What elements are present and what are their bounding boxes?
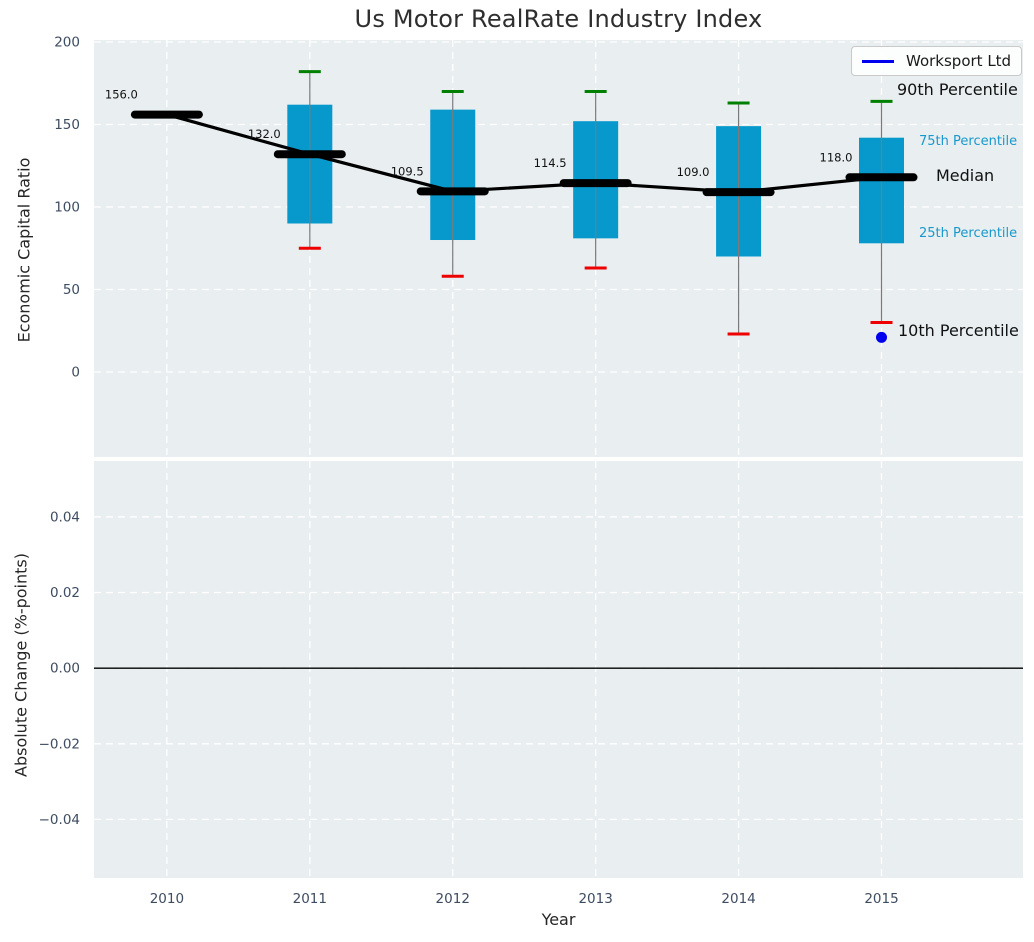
xtick-label: 2011 [293,891,327,907]
ytick-label-top: 150 [54,117,80,133]
xtick-label: 2013 [578,891,612,907]
percentile-boxes [287,70,905,336]
ytick-label-bottom: 0.02 [50,585,80,601]
top-axes-background [94,40,1023,457]
ytick-label-bottom: −0.04 [39,812,80,828]
ytick-label-bottom: 0.00 [50,661,80,677]
median-value-label: 132.0 [248,127,281,141]
label-25th-percentile: 25th Percentile [919,226,1018,241]
xtick-label: 2015 [864,891,898,907]
median-value-label: 109.0 [677,165,710,179]
xtick-label: 2010 [150,891,184,907]
median-value-label: 156.0 [105,88,138,102]
legend-line-sample [862,59,894,63]
ytick-label-top: 0 [71,365,80,381]
chart-title: Us Motor RealRate Industry Index [354,5,763,33]
label-75th-percentile: 75th Percentile [919,134,1018,149]
label-90th-percentile: 90th Percentile [897,80,1018,99]
median-value-label: 114.5 [534,156,567,170]
median-value-label: 109.5 [391,164,424,178]
legend: Worksport Ltd [851,46,1022,76]
label-10th-percentile: 10th Percentile [898,321,1019,340]
ytick-label-bottom: −0.02 [39,736,80,752]
x-axis-label: Year [541,910,576,929]
y-axis-label-bottom: Absolute Change (%-points) [11,553,31,777]
label-median: Median [936,166,995,185]
xtick-label: 2014 [721,891,755,907]
worksport-point [876,331,888,343]
legend-label: Worksport Ltd [906,52,1012,70]
tick-labels: 0 50 100 150 200 −0.04 −0.02 0.00 0.02 0.04 2010 20… [39,34,899,907]
ytick-label-top: 50 [63,282,80,298]
y-axis-label-top: Economic Capital Ratio [14,157,34,343]
bottom-axes-background [94,461,1023,878]
ytick-label-top: 100 [54,199,80,215]
median-value-label: 118.0 [820,150,853,164]
ytick-label-bottom: 0.04 [50,509,80,525]
median-markers: 156.0 132.0 109.5 114.5 109.0 118.0 [105,88,918,197]
xtick-label: 2012 [436,891,470,907]
ytick-label-top: 200 [54,34,80,50]
